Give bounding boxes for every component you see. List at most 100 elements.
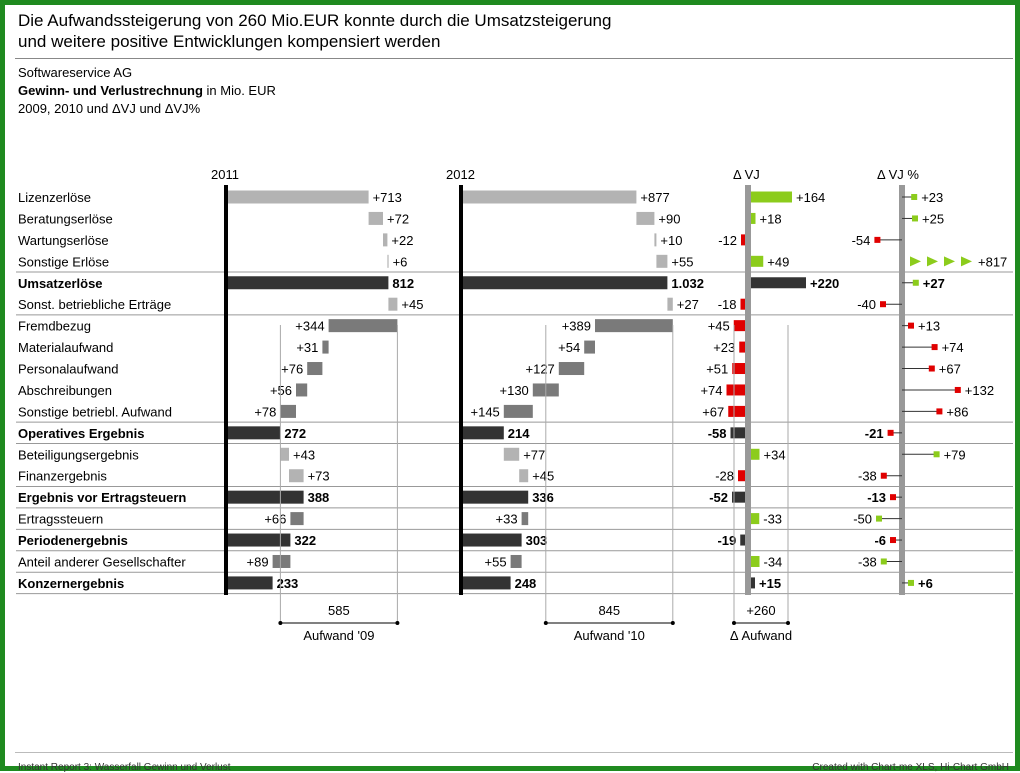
delta-pct-label: +27 (923, 276, 945, 291)
delta-label: +18 (760, 211, 782, 226)
aufwand-10-bracket-dot (670, 621, 675, 625)
year-2012-bar (595, 319, 673, 333)
delta-pct-marker (887, 429, 894, 436)
delta-label: -12 (718, 233, 737, 248)
delta-label: +15 (759, 576, 781, 591)
delta-pct-marker (890, 537, 896, 544)
delta-pct-marker (876, 515, 882, 522)
year-2012-value-label: +54 (558, 340, 580, 355)
headline-line-2: und weitere positive Entwicklungen kompe… (18, 32, 441, 51)
delta-pct-marker (880, 558, 887, 565)
delta-pct-label: +74 (942, 340, 964, 355)
delta-pct-marker (874, 236, 881, 243)
year-2012-value-label: 1.032 (671, 276, 704, 291)
row-label: Periodenergebnis (18, 533, 128, 548)
company-name: Softwareservice AG (18, 65, 133, 80)
year-2011-bar (307, 362, 323, 376)
row-label: Materialaufwand (18, 340, 113, 355)
delta-aufwand-bracket-dot (786, 621, 790, 625)
year-2012-bar (521, 512, 529, 526)
year-2012-value-label: 248 (515, 576, 537, 591)
delta-bar (751, 255, 764, 267)
delta-bar (751, 577, 755, 589)
year-2011-bar (290, 512, 304, 526)
year-2011-value-label: +66 (264, 512, 286, 527)
delta-label: -34 (764, 554, 783, 569)
row-label: Sonstige Erlöse (18, 254, 109, 269)
delta-pct-label: +79 (944, 447, 966, 462)
year-2011-bar (226, 533, 291, 547)
delta-pct-marker (890, 494, 896, 501)
year-2012-bar (654, 233, 657, 247)
waterfall-chart: 2011 2012 Δ VJ Δ VJ % +713 +72 +22 +6 812 +45 +344… (16, 167, 1013, 643)
year-2012-value-label: +127 (526, 362, 555, 377)
year-2012-bar (584, 340, 595, 354)
year-2011-value-label: +56 (270, 383, 292, 398)
year-2012-bar (503, 447, 520, 461)
year-2012-bar (503, 404, 533, 418)
year-2011-bar (226, 276, 389, 290)
row-label: Umsatzerlöse (18, 276, 103, 291)
delta-label: -58 (708, 426, 727, 441)
year-2012-bar (519, 469, 529, 483)
delta-bar (751, 513, 760, 525)
year-2012-value-label: 336 (532, 490, 554, 505)
row-label: Beteiligungsergebnis (18, 447, 139, 462)
row-label: Sonst. betriebliche Erträge (18, 297, 171, 312)
delta-label: +49 (767, 254, 789, 269)
year-2011-value-label: +43 (293, 447, 315, 462)
column-header-2012: 2012 (446, 167, 475, 182)
footer-left: Instant Report 3: Wasserfall Gewinn und … (18, 762, 231, 773)
delta-bar (740, 534, 745, 546)
column-header-2011: 2011 (211, 167, 239, 182)
delta-pct-label: -54 (852, 233, 871, 248)
subtitle-periods: 2009, 2010 und ΔVJ und ΔVJ% (18, 101, 201, 116)
row-label: Ertragssteuern (18, 512, 103, 527)
year-2012-value-label: +10 (660, 233, 682, 248)
year-2011-value-label: 233 (277, 576, 299, 591)
delta-pct-marker (931, 344, 938, 351)
aufwand-09-bracket-label: Aufwand '09 (303, 628, 374, 643)
year-2012-value-label: +33 (496, 512, 518, 527)
year-2011-bar (280, 404, 296, 418)
delta-bar (726, 384, 745, 396)
year-2012-value-label: +27 (677, 297, 699, 312)
delta-aufwand-bracket-value: +260 (746, 603, 775, 618)
delta-label: -28 (715, 469, 734, 484)
year-2012-value-label: +55 (671, 254, 693, 269)
row-label: Konzernergebnis (18, 576, 124, 591)
delta-pct-marker (908, 579, 914, 586)
delta-bar (733, 320, 745, 332)
year-2011-value-label: +78 (254, 404, 276, 419)
delta-pct-marker (928, 365, 935, 372)
delta-pct-marker (912, 215, 918, 222)
year-2011-bar (226, 190, 369, 204)
delta-pct-label: +86 (946, 404, 968, 419)
delta-pct-marker (912, 279, 919, 286)
year-2011-bar (289, 469, 304, 483)
delta-pct-label: +25 (922, 211, 944, 226)
delta-bar (730, 427, 745, 439)
delta-label: +23 (713, 340, 735, 355)
delta-label: +51 (706, 362, 728, 377)
column-header-delta-pct: Δ VJ % (877, 167, 919, 182)
year-2011-value-label: +31 (296, 340, 318, 355)
delta-aufwand-bracket-dot (732, 621, 736, 625)
row-label: Finanzergebnis (18, 469, 107, 484)
delta-pct-label: +67 (939, 362, 961, 377)
delta-pct-label: +132 (965, 383, 994, 398)
delta-bar (751, 555, 760, 567)
delta-pct-marker (908, 322, 914, 329)
year-2011-bar (368, 211, 383, 225)
year-2012-bar (461, 276, 668, 290)
year-2012-bar (510, 554, 522, 568)
year-2011-value-label: +76 (281, 362, 303, 377)
delta-label: +74 (700, 383, 722, 398)
year-2011-value-label: +72 (387, 211, 409, 226)
year-2012-value-label: +389 (562, 319, 591, 334)
delta-label: -19 (717, 533, 736, 548)
year-2011-bar (272, 554, 291, 568)
delta-bar (739, 341, 745, 353)
aufwand-10-bracket-dot (543, 621, 548, 625)
